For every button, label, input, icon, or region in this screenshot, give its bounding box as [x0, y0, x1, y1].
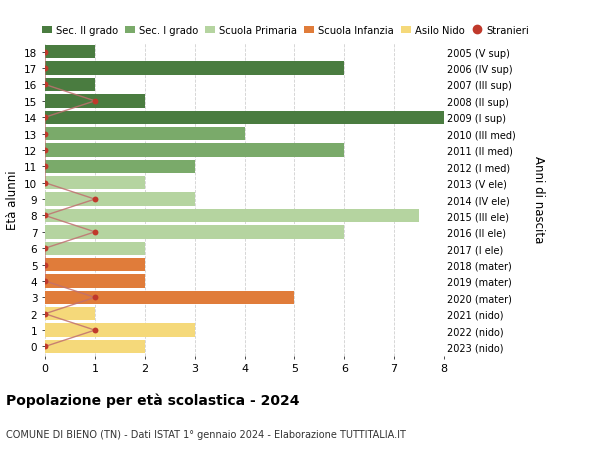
Point — [40, 114, 50, 122]
Point — [90, 327, 100, 334]
Point — [40, 147, 50, 154]
Bar — [45, 144, 344, 157]
Bar — [45, 340, 145, 353]
Bar — [45, 258, 145, 272]
Bar — [45, 95, 145, 108]
Point — [40, 343, 50, 350]
Bar — [45, 62, 344, 76]
Bar — [45, 209, 419, 223]
Bar — [45, 274, 145, 288]
Point — [40, 213, 50, 220]
Point — [90, 294, 100, 302]
Point — [40, 179, 50, 187]
Bar — [45, 242, 145, 255]
Bar — [45, 291, 295, 304]
Point — [40, 278, 50, 285]
Point — [90, 98, 100, 105]
Bar — [45, 78, 95, 92]
Text: COMUNE DI BIENO (TN) - Dati ISTAT 1° gennaio 2024 - Elaborazione TUTTITALIA.IT: COMUNE DI BIENO (TN) - Dati ISTAT 1° gen… — [6, 429, 406, 439]
Point — [40, 131, 50, 138]
Point — [90, 229, 100, 236]
Bar — [45, 226, 344, 239]
Bar — [45, 324, 194, 337]
Bar — [45, 308, 95, 321]
Point — [40, 261, 50, 269]
Bar — [45, 160, 194, 174]
Y-axis label: Anni di nascita: Anni di nascita — [532, 156, 545, 243]
Bar — [45, 193, 194, 207]
Point — [40, 310, 50, 318]
Bar — [45, 111, 444, 125]
Point — [40, 49, 50, 56]
Point — [90, 196, 100, 203]
Point — [40, 82, 50, 89]
Point — [40, 163, 50, 171]
Bar — [45, 128, 245, 141]
Bar — [45, 46, 95, 59]
Point — [40, 245, 50, 252]
Text: Popolazione per età scolastica - 2024: Popolazione per età scolastica - 2024 — [6, 392, 299, 407]
Legend: Sec. II grado, Sec. I grado, Scuola Primaria, Scuola Infanzia, Asilo Nido, Stran: Sec. II grado, Sec. I grado, Scuola Prim… — [42, 26, 529, 35]
Bar — [45, 177, 145, 190]
Point — [40, 65, 50, 73]
Y-axis label: Età alunni: Età alunni — [5, 170, 19, 230]
